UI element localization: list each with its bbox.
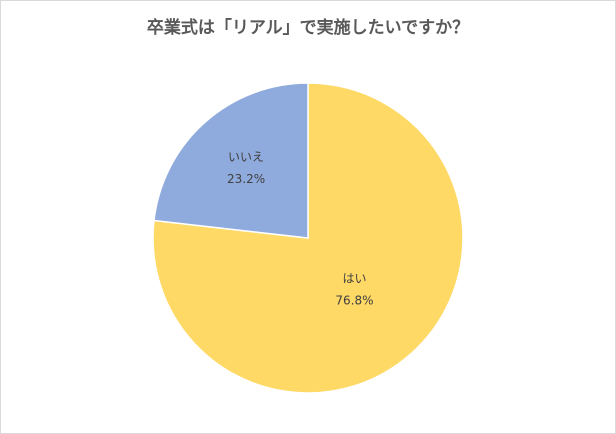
slice-label: いいえ [228,150,264,164]
pie-slice [153,82,309,239]
slice-label: はい [342,272,366,286]
chart-title: 卒業式は「リアル」で実施したいですか？ [147,17,469,38]
slice-value-label: 76.8% [335,294,373,308]
slice-value-label: 23.2% [227,172,265,186]
